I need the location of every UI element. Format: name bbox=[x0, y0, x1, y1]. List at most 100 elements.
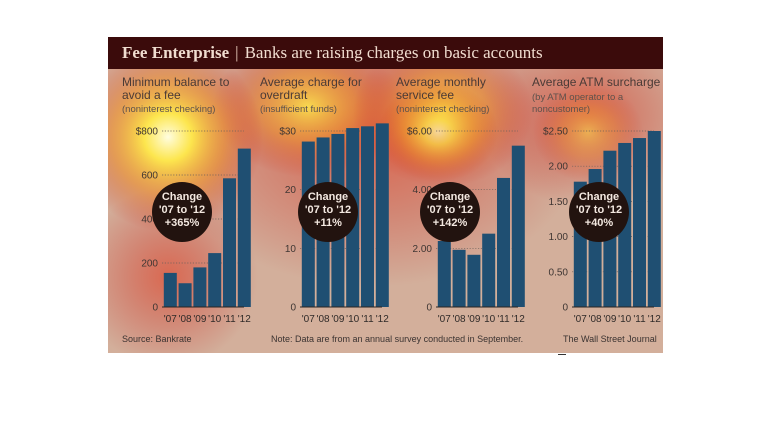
x-tick-label: '09 bbox=[193, 314, 206, 325]
panel-subtitle: (by ATM operator to a noncustomer) bbox=[532, 92, 623, 116]
bar-12 bbox=[375, 123, 389, 307]
x-tick-label: '10 bbox=[482, 314, 495, 325]
bar-12 bbox=[237, 148, 251, 307]
banner-subtitle: Banks are raising charges on basic accou… bbox=[244, 43, 543, 62]
badge-line-2: '07 to '12 bbox=[426, 204, 474, 216]
panel-minimum-balance: Minimum balance to avoid a fee (noninter… bbox=[122, 69, 251, 334]
x-tick-label: '11 bbox=[223, 314, 236, 325]
change-badge: Change '07 to '12 +40% bbox=[569, 182, 629, 242]
x-tick-label: '08 bbox=[317, 314, 330, 325]
panel-title-line-2: avoid a fee bbox=[122, 88, 181, 102]
panel-title-line-1: Average monthly bbox=[396, 75, 486, 89]
panel-title: Minimum balance to avoid a fee bbox=[122, 76, 229, 102]
y-tick-label: 1.50 bbox=[549, 197, 569, 208]
bar-09 bbox=[467, 254, 481, 307]
badge-line-1: Change bbox=[307, 191, 349, 203]
y-tick-label: 600 bbox=[141, 171, 158, 182]
footer-note: Note: Data are from an annual survey con… bbox=[271, 334, 524, 344]
y-tick-label: 4.00 bbox=[413, 185, 433, 196]
badge-line-3: +365% bbox=[164, 217, 200, 229]
x-tick-label: '10 bbox=[346, 314, 359, 325]
panel-title: Average charge for overdraft bbox=[260, 76, 362, 102]
x-tick-label: '10 bbox=[618, 314, 631, 325]
badge-line-3: +142% bbox=[432, 217, 468, 229]
panel-title-line-1: Minimum balance to bbox=[122, 75, 230, 89]
x-tick-label: '08 bbox=[179, 314, 192, 325]
y-tick-label: 2.00 bbox=[413, 244, 433, 255]
bar-11 bbox=[361, 126, 374, 307]
bar-08 bbox=[178, 283, 192, 307]
y-tick-label: 2.00 bbox=[549, 162, 569, 173]
bar-07 bbox=[163, 272, 177, 307]
y-tick-label: 0 bbox=[290, 303, 296, 314]
x-tick-label: '09 bbox=[603, 314, 616, 325]
panel-overdraft: Average charge for overdraft (insufficie… bbox=[260, 69, 389, 334]
badge-line-1: Change bbox=[578, 191, 620, 203]
y-tick-label: 10 bbox=[285, 244, 297, 255]
badge-line-3: +40% bbox=[584, 217, 614, 229]
bar-11 bbox=[497, 177, 510, 307]
banner-title: Fee Enterprise bbox=[122, 43, 230, 62]
y-tick-label: 0 bbox=[562, 303, 568, 314]
bar-10 bbox=[208, 253, 222, 307]
panel-title-line-1: Average charge for bbox=[260, 75, 362, 89]
bar-11 bbox=[223, 178, 236, 307]
x-tick-label: '11 bbox=[361, 314, 374, 325]
plot-area: 0 2.00 4.00 $6.00 '07'08'09'10'11'12 bbox=[407, 127, 525, 326]
change-badge: Change '07 to '12 +365% bbox=[152, 182, 212, 242]
panel-subtitle: (noninterest checking) bbox=[396, 104, 490, 115]
bar-11 bbox=[633, 138, 646, 307]
y-tick-label: 0.50 bbox=[549, 267, 569, 278]
bar-09 bbox=[193, 267, 207, 307]
chart-figure: Fee Enterprise | Banks are raising charges… bbox=[108, 37, 663, 353]
change-badge: Change '07 to '12 +142% bbox=[420, 182, 480, 242]
attention-heatmap-overlay bbox=[108, 37, 663, 353]
x-tick-label: '08 bbox=[453, 314, 466, 325]
bar-07 bbox=[437, 241, 451, 307]
y-tick-label: 0 bbox=[426, 303, 432, 314]
badge-line-2: '07 to '12 bbox=[575, 204, 623, 216]
x-tick-label: '09 bbox=[331, 314, 344, 325]
footer-credit: The Wall Street Journal bbox=[563, 334, 657, 344]
change-badge: Change '07 to '12 +11% bbox=[298, 182, 358, 242]
stray-mark bbox=[558, 354, 566, 355]
x-tick-label: '10 bbox=[208, 314, 221, 325]
x-tick-label: '07 bbox=[164, 314, 177, 325]
plot-area: 0 200 400 600 $800 '07'08'09'10'11'12 bbox=[136, 127, 251, 326]
y-tick-label: $2.50 bbox=[543, 127, 568, 138]
x-tick-label: '11 bbox=[633, 314, 646, 325]
x-tick-label: '12 bbox=[648, 314, 661, 325]
badge-line-1: Change bbox=[429, 191, 471, 203]
panel-subtitle: (insufficient funds) bbox=[260, 104, 337, 115]
banner-separator: | bbox=[235, 43, 239, 62]
bar-12 bbox=[511, 145, 525, 307]
x-tick-label: '08 bbox=[589, 314, 602, 325]
y-tick-label: $30 bbox=[279, 127, 296, 138]
footer-source: Source: Bankrate bbox=[122, 334, 192, 344]
badge-line-1: Change bbox=[161, 191, 203, 203]
panel-title: Average ATM surcharge bbox=[532, 75, 661, 89]
y-tick-label: 200 bbox=[141, 259, 158, 270]
panel-subtitle: (noninterest checking) bbox=[122, 104, 216, 115]
badge-line-3: +11% bbox=[314, 217, 342, 229]
x-tick-label: '11 bbox=[497, 314, 510, 325]
bar-12 bbox=[647, 131, 661, 307]
banner-text: Fee Enterprise | Banks are raising charges… bbox=[122, 43, 543, 63]
y-tick-label: 400 bbox=[141, 215, 158, 226]
x-tick-label: '12 bbox=[376, 314, 389, 325]
y-tick-label: 1.00 bbox=[549, 232, 569, 243]
y-tick-label: $800 bbox=[136, 127, 159, 138]
y-tick-label: $6.00 bbox=[407, 127, 432, 138]
panel-subtitle-line-1: (by ATM operator to a bbox=[532, 92, 624, 103]
panel-title-line-2: service fee bbox=[396, 88, 455, 102]
panel-subtitle-line-2: noncustomer) bbox=[532, 104, 591, 115]
x-tick-label: '12 bbox=[238, 314, 251, 325]
panel-service-fee: Average monthly service fee (noninterest… bbox=[396, 69, 525, 334]
plot-area: 0 10 20 $30 '07'08'09'10'11'12 bbox=[279, 123, 389, 325]
y-tick-label: 20 bbox=[285, 185, 297, 196]
x-tick-label: '07 bbox=[302, 314, 315, 325]
y-tick-label: 0 bbox=[152, 303, 158, 314]
panel-title: Average monthly service fee bbox=[396, 76, 486, 102]
panel-atm-surcharge: Average ATM surcharge (by ATM operator t… bbox=[532, 69, 661, 334]
panel-title-line-2: overdraft bbox=[260, 88, 308, 102]
